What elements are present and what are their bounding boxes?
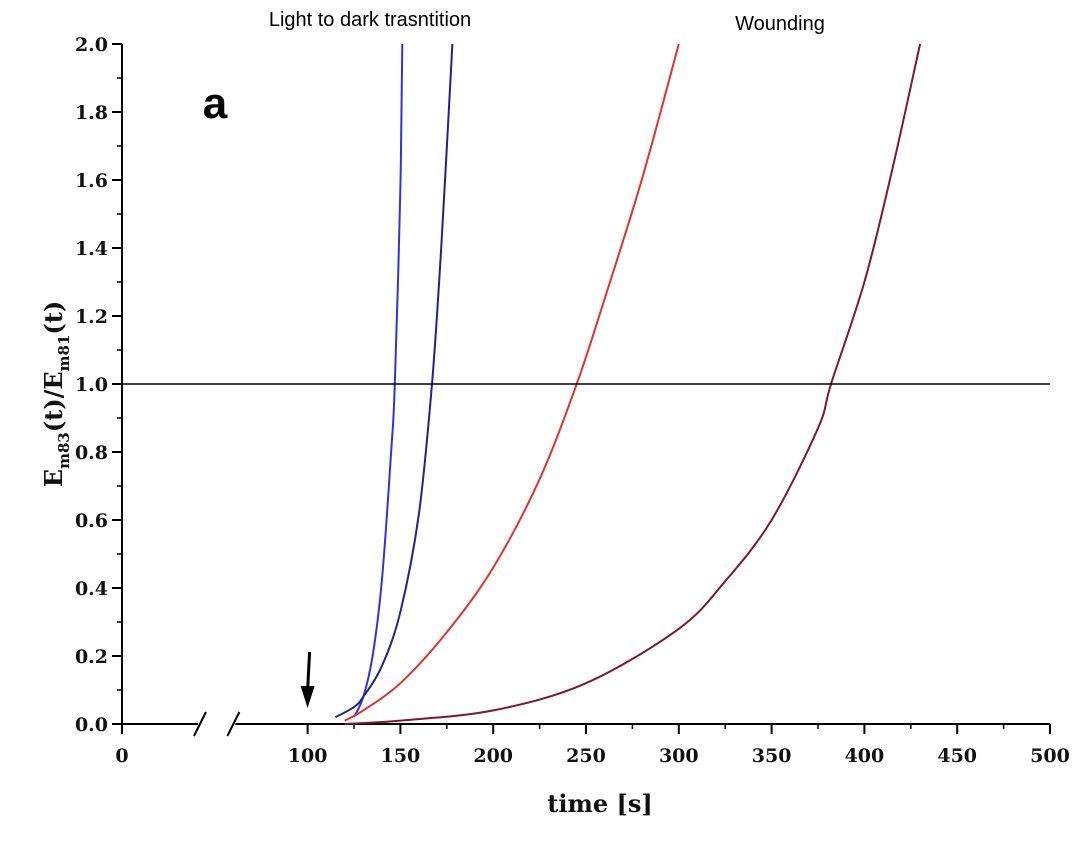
x-tick-label: 400 bbox=[845, 745, 885, 767]
x-tick-label: 300 bbox=[659, 745, 699, 767]
y-tick-label: 1.2 bbox=[75, 306, 108, 328]
x-tick-label: 450 bbox=[937, 745, 977, 767]
annotation-wounding: Wounding bbox=[735, 13, 825, 35]
series-line-4 bbox=[344, 43, 922, 725]
y-axis-title-part: (t) bbox=[39, 301, 68, 335]
y-tick-label: 1.6 bbox=[75, 170, 108, 192]
x-tick-label: 100 bbox=[288, 745, 328, 767]
x-tick-label: 200 bbox=[473, 745, 513, 767]
axis-break-mark-left bbox=[193, 711, 207, 737]
x-tick-label: 150 bbox=[381, 745, 421, 767]
y-axis-title: Em83(t)/Em81(t) bbox=[39, 301, 73, 487]
arrow-shaft bbox=[306, 651, 312, 691]
series-line-1 bbox=[353, 43, 404, 718]
y-tick-label: 0.8 bbox=[75, 442, 108, 464]
arrow-head bbox=[300, 686, 315, 708]
y-tick-label: 1.4 bbox=[75, 238, 108, 260]
x-tick-label: 0 bbox=[115, 745, 128, 767]
y-axis-title-part: E bbox=[39, 469, 68, 487]
y-tick-label: 2.0 bbox=[75, 34, 108, 56]
axis-break-mark-right bbox=[226, 711, 241, 737]
x-axis-title: time [s] bbox=[547, 789, 652, 818]
panel-label: a bbox=[203, 79, 228, 128]
x-tick-label: 350 bbox=[752, 745, 792, 767]
x-tick-label: 500 bbox=[1030, 745, 1070, 767]
y-tick-label: 0.6 bbox=[75, 510, 108, 532]
y-axis-title-part: (t)/E bbox=[39, 371, 68, 432]
y-axis-title-subscript: m83 bbox=[55, 432, 73, 469]
y-tick-label: 1.8 bbox=[75, 102, 108, 124]
axis-break-gap bbox=[197, 716, 236, 732]
y-tick-label: 0.2 bbox=[75, 646, 108, 668]
y-tick-label: 0.4 bbox=[75, 578, 108, 600]
series-line-3 bbox=[344, 43, 680, 722]
series-line-2 bbox=[334, 43, 454, 719]
y-tick-label: 0.0 bbox=[75, 714, 108, 736]
x-tick-label: 250 bbox=[566, 745, 606, 767]
y-axis-title-subscript: m81 bbox=[55, 335, 73, 372]
y-tick-label: 1.0 bbox=[75, 374, 108, 396]
annotation-light-to-dark: Light to dark trasntition bbox=[269, 9, 471, 31]
